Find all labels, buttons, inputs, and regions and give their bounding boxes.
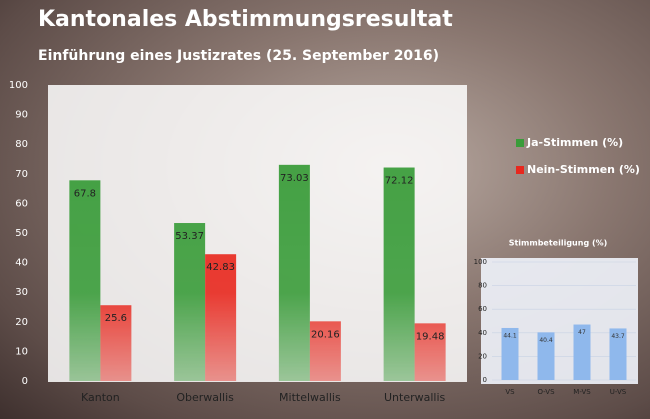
bar [69, 180, 101, 381]
chart-subtitle: Einführung eines Justizrates (25. Septem… [38, 48, 439, 64]
legend-swatch [516, 166, 524, 174]
bar [278, 164, 310, 381]
x-tick-label: Oberwallis [176, 391, 234, 404]
y-tick-label: 40 [478, 329, 487, 337]
bar [309, 321, 341, 381]
bar [205, 254, 237, 381]
y-tick-label: 10 [15, 346, 28, 357]
bar [573, 324, 591, 380]
y-tick-label: 100 [9, 80, 28, 91]
x-tick-label: Mittelwallis [279, 391, 341, 404]
data-label: 73.03 [280, 173, 309, 184]
bar [537, 332, 555, 380]
y-tick-label: 60 [15, 198, 28, 209]
x-tick-label: Unterwallis [384, 391, 446, 404]
x-tick-label: O-VS [537, 388, 555, 396]
y-tick-label: 20 [15, 317, 28, 328]
y-tick-label: 30 [15, 287, 28, 298]
data-label: 43.7 [611, 333, 625, 340]
y-tick-label: 80 [478, 282, 487, 290]
bar [174, 223, 206, 381]
bar [383, 167, 415, 381]
y-tick-label: 20 [478, 352, 487, 360]
y-tick-label: 60 [478, 305, 487, 313]
data-label: 25.6 [105, 313, 127, 324]
bar [609, 328, 627, 380]
bar [414, 323, 446, 381]
legend-label: Nein-Stimmen (%) [527, 163, 640, 176]
data-label: 67.8 [74, 188, 96, 199]
chart-title: Kantonales Abstimmungsresultat [38, 7, 453, 32]
data-label: 44.1 [503, 332, 517, 339]
y-tick-label: 100 [474, 258, 487, 266]
data-label: 53.37 [175, 231, 204, 242]
y-tick-label: 0 [483, 376, 487, 384]
y-tick-label: 0 [22, 376, 28, 387]
data-label: 42.83 [206, 262, 235, 273]
x-tick-label: M-VS [573, 388, 591, 396]
bar [501, 327, 519, 380]
y-tick-label: 40 [15, 258, 28, 269]
legend-swatch [516, 139, 524, 147]
y-tick-label: 70 [15, 169, 28, 180]
y-tick-label: 90 [15, 110, 28, 121]
x-tick-label: Kanton [81, 391, 120, 404]
y-tick-label: 50 [15, 228, 28, 239]
data-label: 72.12 [385, 176, 414, 187]
data-label: 19.48 [416, 331, 445, 342]
data-label: 20.16 [311, 329, 340, 340]
data-label: 47 [578, 329, 586, 336]
data-label: 40.4 [539, 337, 553, 344]
x-tick-label: VS [505, 388, 515, 396]
chart-title: Stimmbeteiligung (%) [509, 239, 608, 248]
bar [100, 305, 132, 381]
legend-label: Ja-Stimmen (%) [526, 136, 623, 149]
y-tick-label: 80 [15, 139, 28, 150]
x-tick-label: U-VS [610, 388, 627, 396]
